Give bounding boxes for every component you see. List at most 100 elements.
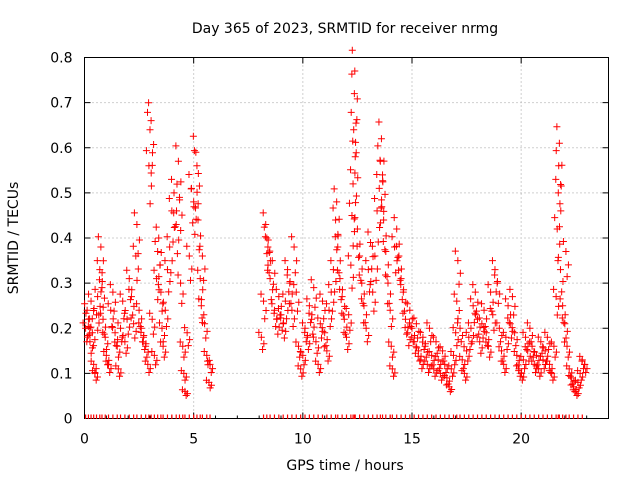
- data-point: [290, 243, 298, 251]
- data-point: [390, 348, 398, 356]
- data-point: [88, 315, 96, 323]
- data-point: [294, 342, 302, 350]
- data-point: [202, 376, 210, 384]
- data-point: [352, 192, 360, 200]
- data-point: [493, 319, 501, 327]
- data-point: [379, 177, 387, 185]
- data-point: [175, 236, 183, 244]
- data-point: [156, 319, 164, 327]
- data-point: [144, 108, 151, 116]
- data-point: [348, 70, 356, 78]
- data-point: [342, 330, 350, 338]
- data-point: [122, 349, 130, 357]
- data-point: [556, 266, 564, 274]
- data-point: [541, 328, 549, 336]
- data-point: [146, 126, 154, 134]
- data-point: [386, 290, 394, 298]
- data-point: [178, 299, 186, 307]
- data-point: [502, 295, 510, 303]
- data-point: [560, 319, 568, 327]
- data-point: [111, 338, 119, 346]
- x-axis-label: GPS time / hours: [286, 458, 403, 474]
- data-point: [545, 367, 553, 375]
- data-point: [159, 298, 167, 306]
- data-point: [283, 271, 291, 279]
- data-point: [147, 182, 155, 190]
- data-point: [261, 315, 269, 323]
- data-point: [355, 271, 363, 279]
- data-point: [318, 297, 326, 305]
- data-point: [569, 380, 577, 388]
- data-point: [555, 302, 563, 310]
- data-point: [369, 253, 377, 261]
- data-point: [501, 368, 509, 376]
- data-point: [350, 90, 358, 98]
- data-point: [81, 300, 89, 308]
- data-point: [83, 333, 91, 341]
- data-point: [95, 319, 103, 327]
- data-point: [110, 307, 118, 315]
- data-point: [329, 266, 337, 274]
- data-point: [468, 338, 476, 346]
- data-point: [381, 271, 389, 279]
- data-point: [449, 351, 457, 359]
- data-point: [102, 323, 110, 331]
- data-point: [200, 311, 208, 319]
- data-point: [532, 351, 540, 359]
- data-point: [432, 352, 440, 360]
- data-point: [478, 344, 486, 352]
- data-point: [537, 352, 544, 360]
- data-point: [518, 376, 526, 384]
- data-point: [124, 330, 132, 338]
- data-point: [175, 193, 183, 201]
- data-point: [483, 315, 491, 323]
- data-point: [178, 386, 186, 394]
- data-point: [277, 314, 285, 322]
- data-point: [475, 330, 483, 338]
- data-point: [326, 322, 334, 330]
- data-point: [350, 126, 358, 134]
- data-point: [469, 302, 477, 310]
- data-point: [170, 189, 178, 197]
- data-point: [264, 243, 272, 251]
- x-tick-label: 0: [80, 432, 89, 448]
- data-point: [161, 257, 169, 265]
- data-point: [360, 290, 368, 298]
- data-point: [116, 290, 124, 298]
- data-point: [150, 266, 158, 274]
- data-point: [269, 280, 277, 288]
- data-point: [556, 295, 564, 303]
- y-tick-label: 0.5: [50, 186, 72, 202]
- data-point: [491, 271, 499, 279]
- data-point: [293, 257, 301, 265]
- data-point: [330, 185, 338, 193]
- data-point: [432, 338, 440, 346]
- data-point: [418, 365, 426, 373]
- data-point: [488, 257, 496, 265]
- data-point: [95, 311, 103, 319]
- data-point: [150, 351, 158, 359]
- data-point: [130, 209, 138, 217]
- data-point: [160, 353, 168, 361]
- data-point: [198, 252, 206, 260]
- data-point: [174, 157, 182, 165]
- data-point: [476, 338, 484, 346]
- data-point: [374, 238, 382, 246]
- data-point: [107, 306, 115, 314]
- data-point: [474, 298, 482, 306]
- y-tick-label: 0.1: [50, 366, 72, 382]
- data-point: [202, 334, 210, 342]
- data-point: [351, 153, 359, 161]
- data-point: [457, 338, 465, 346]
- data-point: [285, 300, 293, 308]
- data-point: [380, 216, 388, 224]
- data-point: [275, 304, 282, 312]
- data-point: [183, 329, 191, 337]
- data-point: [340, 328, 348, 336]
- data-point: [357, 295, 365, 303]
- data-point: [566, 348, 574, 356]
- data-point: [121, 309, 129, 317]
- data-point: [521, 343, 529, 351]
- data-point: [561, 320, 569, 328]
- data-point: [149, 330, 157, 338]
